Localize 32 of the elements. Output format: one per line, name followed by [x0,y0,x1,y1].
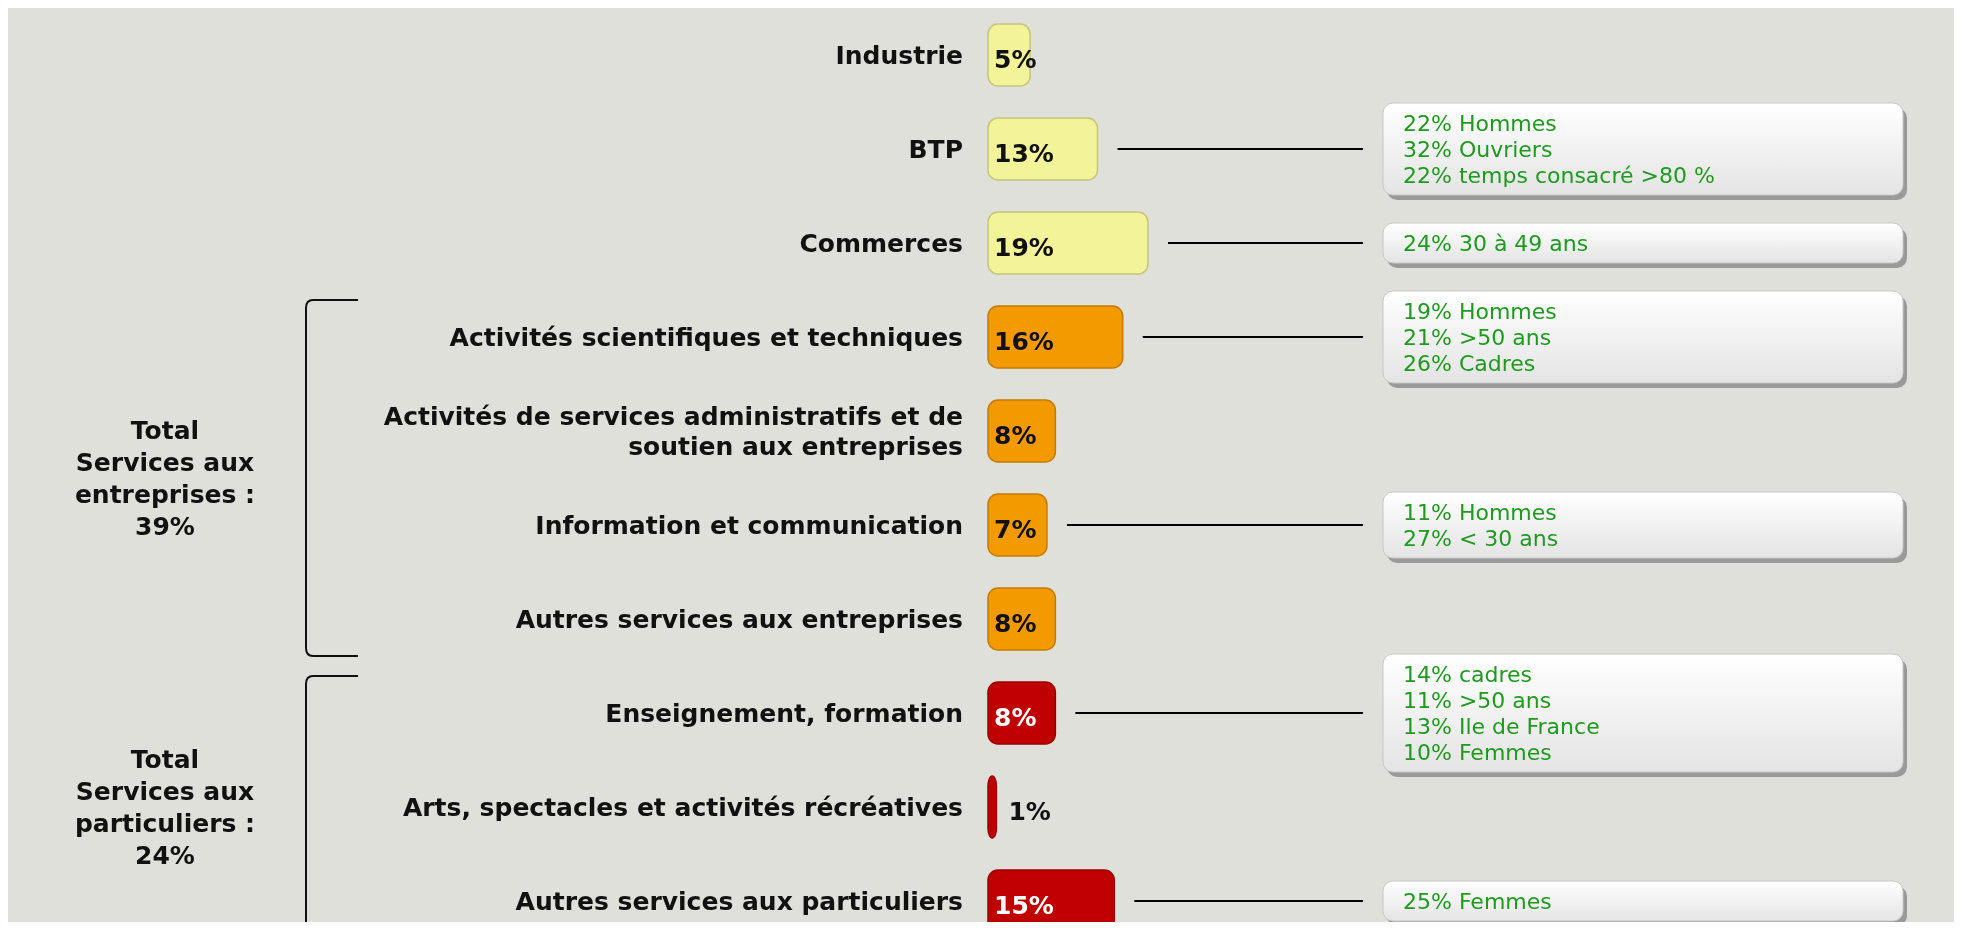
y-tick-label: Activités scientifiques et techniques [449,322,963,352]
data-label: 5% [994,44,1037,74]
data-label: 13% [994,138,1054,168]
y-tick-label: Activités de services administratifs et de soutien aux entreprises [383,401,963,461]
bar [987,117,1099,181]
data-label: 15% [994,890,1054,920]
y-tick-label: Commerces [799,228,963,258]
bar [987,211,1149,275]
bar [987,305,1124,369]
text: Total Services aux particuliers : 24% [74,744,256,870]
y-tick-label: Autres services aux entreprises [515,604,963,634]
data-label: 8% [994,420,1037,450]
text: 24% 30 à 49 ans [1403,231,1589,256]
y-tick-label: BTP [908,134,963,164]
text: 19% Hommes 21% >50 ans 26% Cadres [1403,299,1557,376]
data-label: 1% [1008,796,1051,826]
data-label: 7% [994,514,1037,544]
data-label: 8% [994,702,1037,732]
y-tick-label: Arts, spectacles et activités récréatives [402,792,963,822]
data-label: 19% [994,232,1054,262]
y-tick-label: Enseignement, formation [605,698,963,728]
bar [987,775,998,839]
y-tick-label: Industrie [835,40,963,70]
text: Total Services aux entreprises : 39% [74,415,256,541]
data-label: 8% [994,608,1037,638]
text: 25% Femmes [1403,889,1552,914]
data-label: 16% [994,326,1054,356]
y-tick-label: Information et communication [535,510,963,540]
text: 11% Hommes 27% < 30 ans [1403,500,1559,551]
y-tick-label: Autres services aux particuliers [515,886,963,916]
text: 22% Hommes 32% Ouvriers 22% temps consacré >80 % [1403,111,1715,188]
text: 14% cadres 11% >50 ans 13% Ile de France 10% Femmes [1403,662,1600,765]
